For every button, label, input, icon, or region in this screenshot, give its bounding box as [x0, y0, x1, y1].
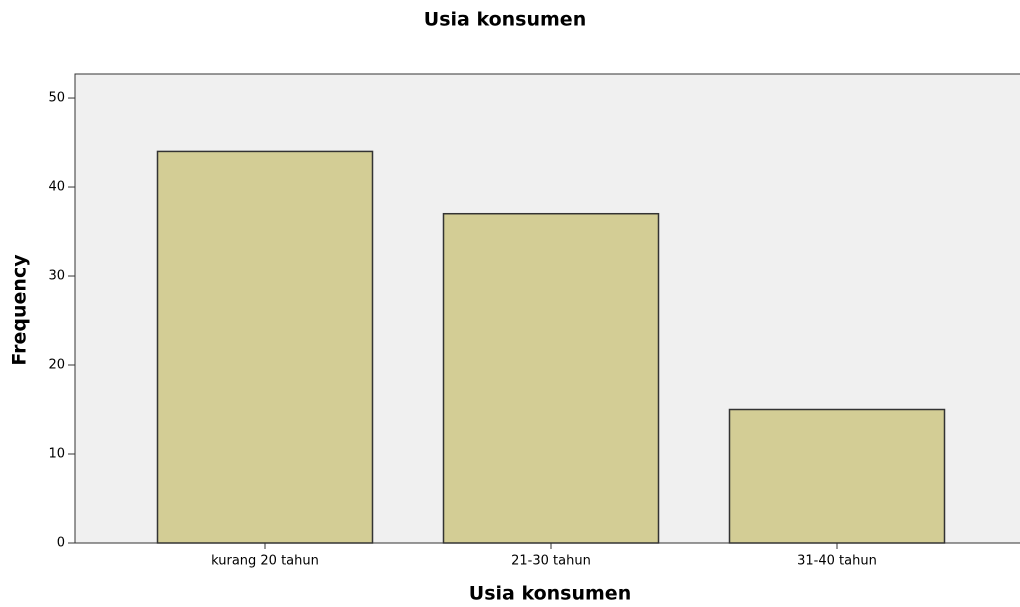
x-tick-label: 21-30 tahun	[511, 554, 591, 569]
y-axis-label: Frequency	[9, 254, 31, 366]
y-tick-label: 10	[48, 447, 65, 462]
x-tick-label: kurang 20 tahun	[211, 554, 319, 569]
bar	[728, 408, 946, 544]
y-tick-label: 40	[48, 180, 65, 195]
bar	[156, 150, 374, 544]
x-axis-label: Usia konsumen	[469, 583, 631, 605]
y-tick-label: 50	[48, 91, 65, 106]
y-tick-label: 20	[48, 358, 65, 373]
y-tick-label: 0	[57, 536, 65, 551]
chart-title: Usia konsumen	[424, 9, 586, 31]
y-tick-label: 30	[48, 269, 65, 284]
bar	[442, 212, 660, 544]
x-tick-label: 31-40 tahun	[797, 554, 877, 569]
